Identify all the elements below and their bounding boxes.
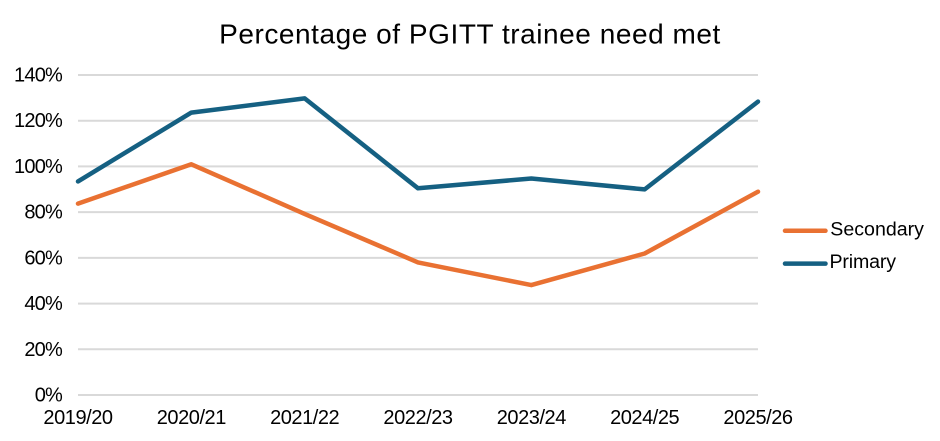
svg-text:2023/24: 2023/24 [497,407,566,429]
svg-text:Primary: Primary [830,251,897,273]
svg-text:0%: 0% [35,385,63,407]
svg-text:20%: 20% [24,339,63,361]
svg-text:Percentage of PGITT trainee ne: Percentage of PGITT trainee need met [219,19,721,50]
svg-text:2020/21: 2020/21 [157,407,226,429]
svg-text:140%: 140% [14,64,63,86]
svg-text:2024/25: 2024/25 [610,407,679,429]
svg-text:2019/20: 2019/20 [43,407,112,429]
svg-text:60%: 60% [24,247,63,269]
svg-text:2025/26: 2025/26 [723,407,792,429]
svg-text:2021/22: 2021/22 [270,407,339,429]
svg-text:100%: 100% [14,156,63,178]
svg-text:120%: 120% [14,110,63,132]
svg-text:2022/23: 2022/23 [383,407,452,429]
svg-text:80%: 80% [24,202,63,224]
svg-text:Secondary: Secondary [830,218,924,240]
svg-text:40%: 40% [24,293,63,315]
